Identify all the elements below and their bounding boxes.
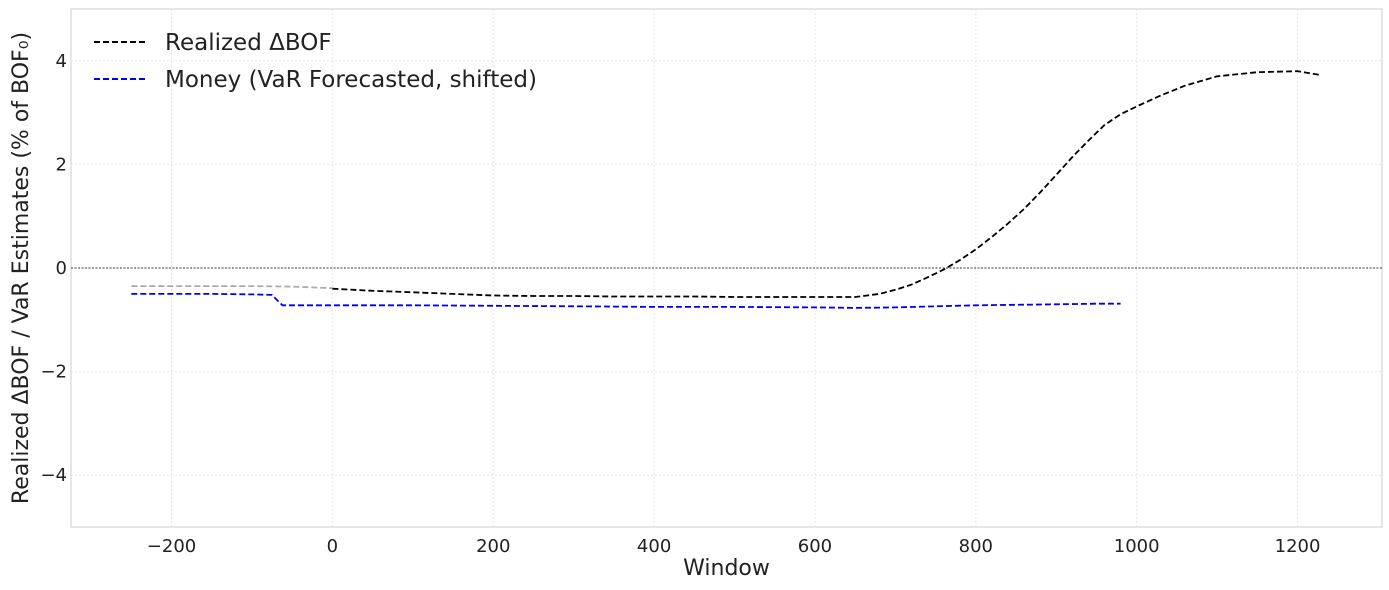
- x-tick-label: 600: [798, 536, 832, 557]
- x-tick-label: 1200: [1275, 536, 1321, 557]
- legend-label: Money (VaR Forecasted, shifted): [165, 67, 537, 93]
- y-tick-label: −4: [40, 465, 67, 486]
- x-tick-label: 1000: [1114, 536, 1160, 557]
- series-line-0: [131, 285, 333, 290]
- x-tick-label: 0: [327, 536, 338, 557]
- y-axis-ticks: −4 −2 0 2 4: [40, 51, 67, 486]
- x-tick-label: 800: [959, 536, 993, 557]
- x-tick-label: 200: [476, 536, 510, 557]
- series-layer: [71, 70, 1382, 309]
- y-tick-label: 4: [56, 51, 67, 72]
- y-tick-label: 2: [56, 154, 67, 175]
- y-tick-label: −2: [40, 362, 67, 383]
- series-line-1: [332, 70, 1322, 298]
- x-axis-title: Window: [683, 556, 770, 581]
- legend: Realized ΔBOF Money (VaR Forecasted, shif…: [94, 30, 537, 93]
- y-axis-title: Realized ΔBOF / VaR Estimates (% of BOF₀…: [9, 32, 34, 504]
- x-tick-label: 400: [637, 536, 671, 557]
- legend-label: Realized ΔBOF: [165, 30, 332, 56]
- y-tick-label: 0: [56, 258, 67, 279]
- x-axis-ticks: −200 0 200 400 600 800 1000 1200: [147, 536, 1321, 557]
- x-tick-label: −200: [147, 536, 196, 557]
- series-line-2: [131, 292, 1121, 309]
